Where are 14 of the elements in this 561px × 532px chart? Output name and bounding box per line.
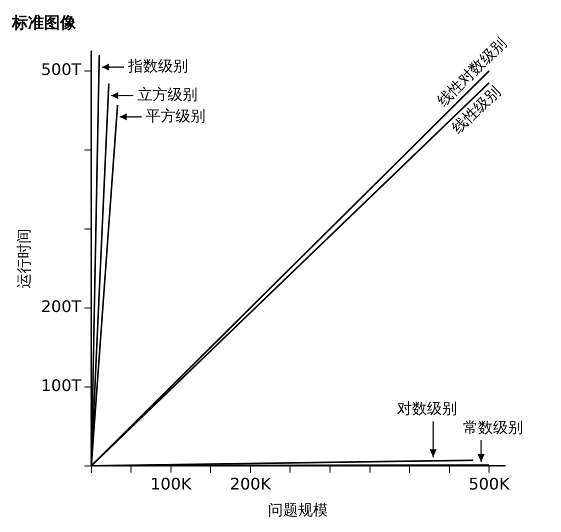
chart-title: 标准图像: [11, 12, 77, 32]
y-tick-label: 200T: [41, 297, 82, 316]
legend-label: 平方级别: [146, 106, 206, 125]
x-tick-label: 100K: [150, 474, 192, 494]
x-axis-title: 问题规模: [268, 500, 328, 519]
y-axis-title: 运行时间: [14, 228, 33, 288]
x-tick-label: 200K: [230, 474, 272, 494]
y-tick-label: 100T: [41, 376, 82, 395]
y-tick-label: 500T: [41, 60, 82, 80]
series-label: 常数级别: [463, 418, 524, 436]
legend-label: 立方级别: [137, 85, 198, 104]
x-tick-label: 500K: [468, 474, 510, 494]
legend-label: 指数级别: [127, 57, 188, 76]
text: 对数级别: [397, 400, 458, 418]
